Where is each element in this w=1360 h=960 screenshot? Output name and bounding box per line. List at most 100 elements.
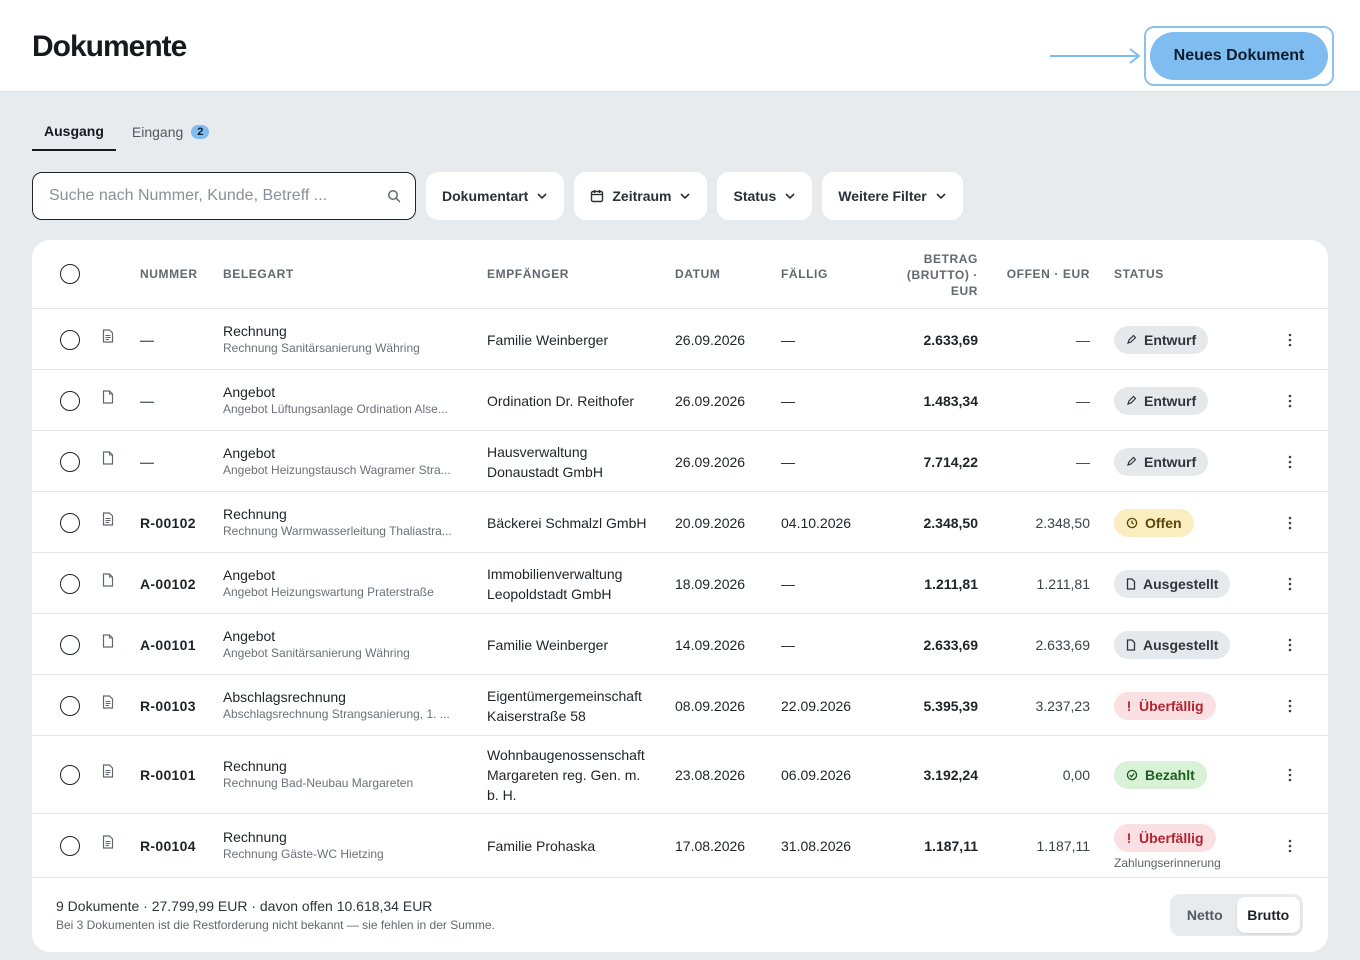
filter-more[interactable]: Weitere Filter xyxy=(822,172,963,220)
document-type: Angebot xyxy=(223,383,276,400)
toggle-brutto[interactable]: Brutto xyxy=(1236,897,1300,933)
row-checkbox[interactable] xyxy=(60,573,80,594)
chevron-down-icon xyxy=(936,193,946,200)
table-row[interactable]: — Angebot Angebot Heizungstausch Wagramer … xyxy=(32,431,1328,492)
document-type: Angebot xyxy=(223,566,276,583)
row-menu-icon[interactable] xyxy=(1280,574,1300,594)
tab-ausgang[interactable]: Ausgang xyxy=(32,112,116,151)
document-number: — xyxy=(140,331,155,348)
check-circle-icon xyxy=(1126,769,1138,781)
invoice-icon xyxy=(102,694,114,709)
filter-doc-type[interactable]: Dokumentart xyxy=(426,172,565,220)
row-menu-icon[interactable] xyxy=(1280,391,1300,411)
row-menu-icon[interactable] xyxy=(1280,765,1300,785)
document-subject: Rechnung Warmwasserleitung Thaliastra... xyxy=(223,523,452,538)
column-header-beleg[interactable]: BELEGART xyxy=(223,267,294,281)
column-header-amount-line: (BRUTTO) · xyxy=(906,268,978,282)
row-checkbox[interactable] xyxy=(60,512,80,533)
document-type: Angebot xyxy=(223,627,276,644)
beleg-cell: Abschlagsrechnung Abschlagsrechnung Stran… xyxy=(223,689,468,723)
table-row[interactable]: A-00101 Angebot Angebot Sanitärsanierung W… xyxy=(32,614,1328,675)
column-header-open[interactable]: OFFEN · EUR xyxy=(1006,267,1090,281)
table-row[interactable]: R-00104 Rechnung Rechnung Gäste-WC Hietzin… xyxy=(32,814,1328,878)
documents-table-card: NUMMER BELEGART EMPFÄNGER DATUM FÄLLIG B… xyxy=(32,240,1328,952)
due-date: — xyxy=(781,575,795,592)
row-menu-icon[interactable] xyxy=(1280,696,1300,716)
amount-open: — xyxy=(1076,331,1090,348)
status-label: Bezahlt xyxy=(1145,767,1195,783)
tab-eingang[interactable]: Eingang 2 xyxy=(120,112,222,151)
beleg-cell: Angebot Angebot Heizungswartung Praterstr… xyxy=(223,567,468,601)
row-menu-icon[interactable] xyxy=(1280,513,1300,533)
row-checkbox[interactable] xyxy=(60,390,80,411)
clock-icon xyxy=(1126,517,1138,529)
row-checkbox[interactable] xyxy=(60,695,80,716)
row-menu-icon[interactable] xyxy=(1280,330,1300,350)
column-header-number[interactable]: NUMMER xyxy=(140,267,198,281)
recipient-line: Immobilienverwaltung xyxy=(487,565,623,582)
row-checkbox[interactable] xyxy=(60,765,80,785)
row-checkbox[interactable] xyxy=(60,451,80,472)
row-menu-icon[interactable] xyxy=(1280,836,1300,856)
net-gross-toggle: Netto Brutto xyxy=(1170,894,1303,936)
status-badge: Überfällig xyxy=(1114,824,1216,852)
status-label: Ausgestellt xyxy=(1143,636,1219,653)
status-label: Offen xyxy=(1145,514,1182,531)
filter-label: Dokumentart xyxy=(442,188,529,204)
document-date: 26.09.2026 xyxy=(675,392,746,409)
row-checkbox[interactable] xyxy=(60,329,80,350)
filter-bar: Dokumentart Zeitraum Status Weitere Filt… xyxy=(32,172,963,220)
toggle-netto[interactable]: Netto xyxy=(1186,907,1223,923)
status-badge: Überfällig xyxy=(1114,691,1216,720)
document-number: A-00101 xyxy=(140,636,196,653)
status-badge: Entwurf xyxy=(1114,325,1209,354)
column-header-date[interactable]: DATUM xyxy=(675,267,721,281)
offer-icon xyxy=(102,633,114,648)
column-header-status[interactable]: STATUS xyxy=(1114,267,1164,281)
amount-gross: 2.633,69 xyxy=(923,331,979,348)
row-menu-icon[interactable] xyxy=(1280,635,1300,655)
select-all-checkbox[interactable] xyxy=(60,264,80,284)
table-body: — Rechnung Rechnung Sanitärsanierung Währi… xyxy=(32,309,1328,878)
document-number: — xyxy=(140,453,155,470)
filter-status[interactable]: Status xyxy=(717,172,813,220)
table-row[interactable]: — Rechnung Rechnung Sanitärsanierung Währi… xyxy=(32,309,1328,370)
recipient-line: Donaustadt GmbH xyxy=(487,463,603,480)
column-header-amount[interactable]: BETRAG (BRUTTO) · EUR xyxy=(878,251,978,299)
amount-gross: 2.348,50 xyxy=(923,514,979,531)
filter-period[interactable]: Zeitraum xyxy=(574,172,708,220)
row-checkbox[interactable] xyxy=(60,634,80,655)
status-label: Überfällig xyxy=(1139,830,1204,846)
table-row[interactable]: R-00101 Rechnung Rechnung Bad-Neubau Marga… xyxy=(32,736,1328,814)
row-checkbox[interactable] xyxy=(60,836,80,856)
column-header-recipient[interactable]: EMPFÄNGER xyxy=(487,267,570,281)
invoice-icon xyxy=(102,835,114,849)
row-menu-icon[interactable] xyxy=(1280,452,1300,472)
recipient-line: Margareten reg. Gen. m. xyxy=(487,767,641,783)
search-input[interactable] xyxy=(49,187,387,205)
new-document-button[interactable]: Neues Dokument xyxy=(1150,32,1328,80)
recipient-line: Ordination Dr. Reithofer xyxy=(487,392,635,409)
amount-gross: 3.192,24 xyxy=(923,767,979,783)
beleg-cell: Angebot Angebot Lüftungsanlage Ordination… xyxy=(223,384,468,418)
document-date: 26.09.2026 xyxy=(675,453,746,470)
search-icon[interactable] xyxy=(387,189,401,203)
recipient: Wohnbaugenossenschaft Margareten reg. Gen… xyxy=(487,745,645,805)
document-type: Rechnung xyxy=(223,829,287,845)
document-subject: Rechnung Sanitärsanierung Währing xyxy=(223,340,420,355)
table-row[interactable]: A-00102 Angebot Angebot Heizungswartung Pr… xyxy=(32,553,1328,614)
recipient-line: Leopoldstadt GmbH xyxy=(487,585,612,602)
recipient-line: Bäckerei Schmalzl GmbH xyxy=(487,514,647,531)
table-row[interactable]: R-00102 Rechnung Rechnung Warmwasserleitun… xyxy=(32,492,1328,553)
document-subject: Angebot Lüftungsanlage Ordination Alse..… xyxy=(223,401,448,416)
table-row[interactable]: — Angebot Angebot Lüftungsanlage Ordinatio… xyxy=(32,370,1328,431)
document-date: 14.09.2026 xyxy=(675,636,746,653)
document-date: 20.09.2026 xyxy=(675,514,746,531)
recipient-line: Eigentümergemeinschaft xyxy=(487,687,642,704)
recipient-line: Wohnbaugenossenschaft xyxy=(487,747,645,763)
column-header-due[interactable]: FÄLLIG xyxy=(781,267,828,281)
document-date: 17.08.2026 xyxy=(675,838,746,854)
document-icon xyxy=(1126,638,1136,651)
status-label: Entwurf xyxy=(1144,453,1197,470)
table-row[interactable]: R-00103 Abschlagsrechnung Abschlagsrechnun… xyxy=(32,675,1328,736)
